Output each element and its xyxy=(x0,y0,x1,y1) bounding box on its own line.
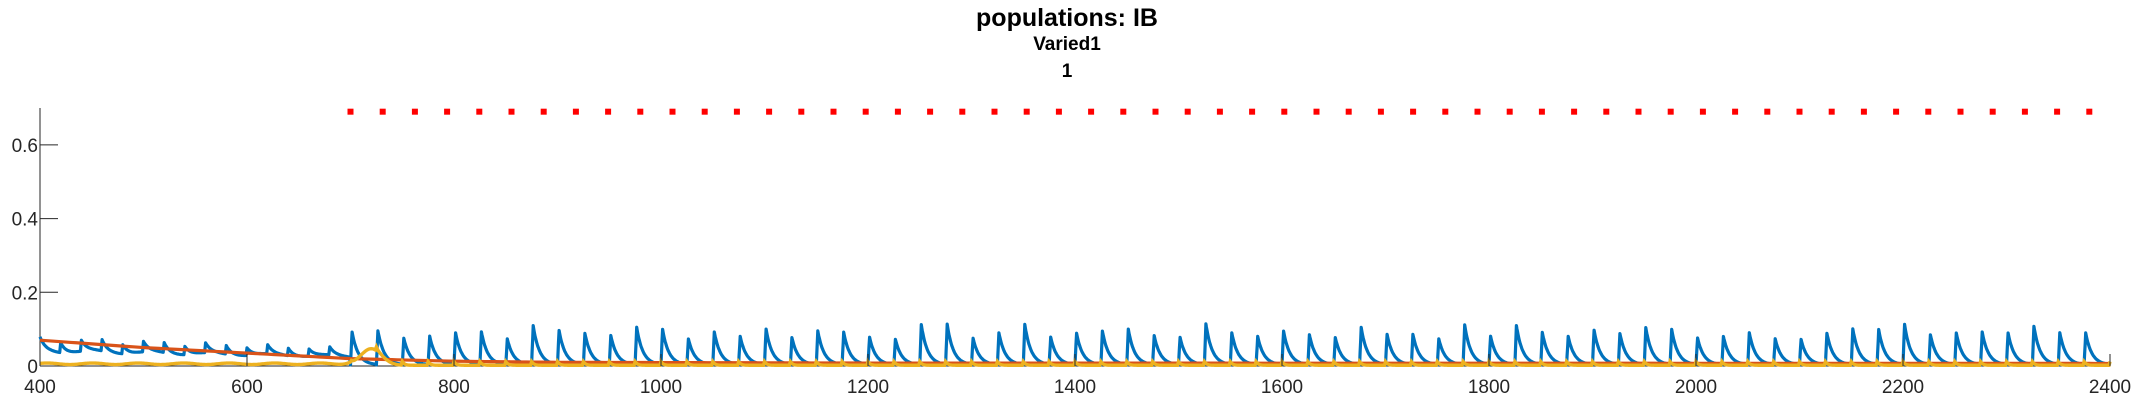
series-red-dotted xyxy=(347,108,2093,115)
red-dot-51 xyxy=(1989,108,1996,115)
red-dot-44 xyxy=(1764,108,1771,115)
red-dot-11 xyxy=(701,108,708,115)
x-tick-label-4: 1200 xyxy=(847,377,889,398)
red-dot-35 xyxy=(1474,108,1481,115)
red-dot-20 xyxy=(991,108,998,115)
x-tick-label-0: 400 xyxy=(24,377,56,398)
chart-title: populations: IB xyxy=(976,4,1158,32)
red-dot-38 xyxy=(1571,108,1578,115)
y-tick-label-1: 0.2 xyxy=(12,283,38,304)
red-dot-53 xyxy=(2054,108,2061,115)
red-dot-30 xyxy=(1313,108,1320,115)
ticks: 400 600 800 1000 1200 1400 1600 1800 2000 2200 240… xyxy=(12,136,2132,398)
red-dot-26 xyxy=(1184,108,1191,115)
red-dot-54 xyxy=(2086,108,2093,115)
red-dot-40 xyxy=(1635,108,1642,115)
chart-subtitle: Varied1 xyxy=(1033,34,1101,55)
red-dot-10 xyxy=(669,108,676,115)
x-tick-label-8: 2000 xyxy=(1675,377,1717,398)
chart-subtitle-2: 1 xyxy=(1061,61,1073,82)
red-dot-25 xyxy=(1152,108,1159,115)
red-dot-21 xyxy=(1023,108,1030,115)
red-dot-2 xyxy=(411,108,418,115)
red-dot-3 xyxy=(444,108,451,115)
red-dot-23 xyxy=(1088,108,1095,115)
red-dot-15 xyxy=(830,108,837,115)
x-tick-label-10: 2400 xyxy=(2089,377,2131,398)
red-dot-52 xyxy=(2021,108,2028,115)
red-dot-41 xyxy=(1667,108,1674,115)
red-dot-46 xyxy=(1828,108,1835,115)
red-dot-29 xyxy=(1281,108,1288,115)
red-dot-17 xyxy=(894,108,901,115)
x-tick-label-5: 1400 xyxy=(1054,377,1096,398)
red-dot-0 xyxy=(347,108,354,115)
x-tick-label-2: 800 xyxy=(438,377,470,398)
red-dot-31 xyxy=(1345,108,1352,115)
x-tick-label-1: 600 xyxy=(231,377,263,398)
red-dot-36 xyxy=(1506,108,1513,115)
red-dot-1 xyxy=(379,108,386,115)
red-dot-49 xyxy=(1925,108,1932,115)
red-dot-6 xyxy=(540,108,547,115)
red-dot-8 xyxy=(605,108,612,115)
red-dot-16 xyxy=(862,108,869,115)
red-dot-18 xyxy=(927,108,934,115)
red-dot-45 xyxy=(1796,108,1803,115)
red-dot-50 xyxy=(1957,108,1964,115)
red-dot-4 xyxy=(476,108,483,115)
axes xyxy=(39,108,2110,367)
red-dot-22 xyxy=(1055,108,1062,115)
red-dot-24 xyxy=(1120,108,1127,115)
red-dot-19 xyxy=(959,108,966,115)
red-dot-42 xyxy=(1699,108,1706,115)
x-tick-label-7: 1800 xyxy=(1468,377,1510,398)
red-dot-33 xyxy=(1410,108,1417,115)
red-dot-34 xyxy=(1442,108,1449,115)
red-dot-39 xyxy=(1603,108,1610,115)
red-dot-37 xyxy=(1538,108,1545,115)
y-tick-label-3: 0.6 xyxy=(12,136,38,157)
red-dot-28 xyxy=(1249,108,1256,115)
y-tick-label-2: 0.4 xyxy=(12,210,39,231)
red-dot-12 xyxy=(733,108,740,115)
red-dot-7 xyxy=(572,108,579,115)
red-dot-48 xyxy=(1893,108,1900,115)
y-tick-label-0: 0 xyxy=(27,357,38,378)
red-dot-47 xyxy=(1860,108,1867,115)
x-tick-label-9: 2200 xyxy=(1882,377,1924,398)
red-dot-32 xyxy=(1377,108,1384,115)
red-dot-9 xyxy=(637,108,644,115)
red-dot-43 xyxy=(1732,108,1739,115)
x-tick-label-3: 1000 xyxy=(640,377,682,398)
x-tick-label-6: 1600 xyxy=(1261,377,1303,398)
red-dot-5 xyxy=(508,108,515,115)
red-dot-14 xyxy=(798,108,805,115)
red-dot-13 xyxy=(766,108,773,115)
series-layer xyxy=(38,108,2112,367)
red-dot-27 xyxy=(1216,108,1223,115)
